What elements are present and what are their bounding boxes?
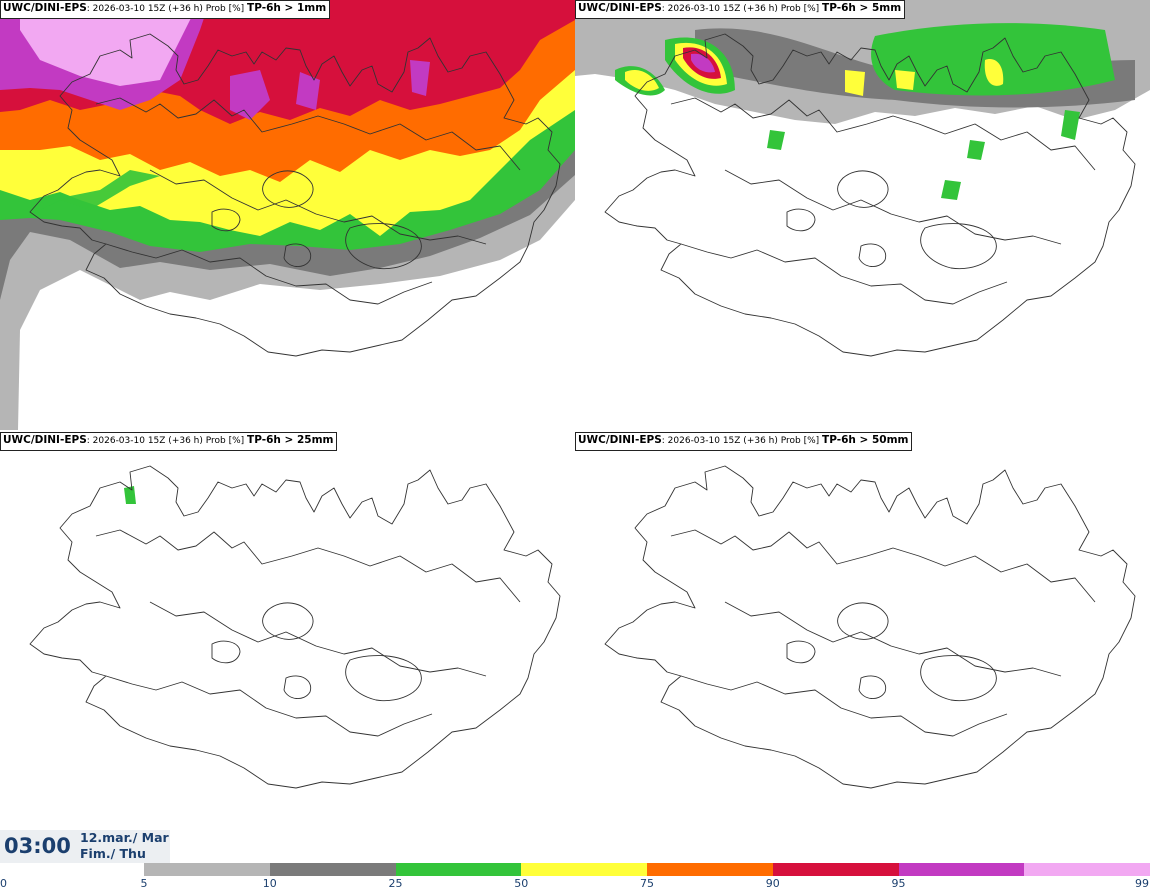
colorbar-segment xyxy=(521,863,647,876)
run-info: : 2026-03-10 15Z (+36 h) Prob [%] xyxy=(661,436,823,446)
map-panel-25mm: UWC/DINI-EPS: 2026-03-10 15Z (+36 h) Pro… xyxy=(0,432,575,862)
probability-map-5mm xyxy=(575,0,1150,430)
probability-map-25mm xyxy=(0,432,575,862)
threshold-label: TP-6h > 50mm xyxy=(822,434,909,446)
threshold-label: TP-6h > 5mm xyxy=(822,2,902,14)
colorbar-segment xyxy=(395,863,522,876)
colorbar-tick-label: 90 xyxy=(765,877,780,890)
panel-title: UWC/DINI-EPS: 2026-03-10 15Z (+36 h) Pro… xyxy=(575,432,913,451)
probability-map-1mm xyxy=(0,0,575,430)
colorbar-segment xyxy=(1024,863,1150,876)
probability-map-50mm xyxy=(575,432,1150,862)
colorbar-tick-label: 50 xyxy=(514,877,529,890)
colorbar-segment xyxy=(772,863,899,876)
colorbar-segment xyxy=(647,863,773,876)
colorbar-tick-label: 99 xyxy=(1135,877,1149,890)
colorbar-tick-label: 0 xyxy=(0,877,7,890)
valid-weekday: Fim./ Thu xyxy=(80,846,146,861)
model-name: UWC/DINI-EPS xyxy=(3,434,87,446)
colorbar-tick-label: 95 xyxy=(891,877,906,890)
valid-time-box: 03:00 12.mar./ Mar Fim./ Thu xyxy=(0,830,170,863)
run-info: : 2026-03-10 15Z (+36 h) Prob [%] xyxy=(86,4,248,14)
threshold-label: TP-6h > 25mm xyxy=(247,434,334,446)
valid-date: 12.mar./ Mar xyxy=(80,830,169,845)
threshold-label: TP-6h > 1mm xyxy=(247,2,327,14)
colorbar-segment xyxy=(898,863,1025,876)
map-panel-5mm: UWC/DINI-EPS: 2026-03-10 15Z (+36 h) Pro… xyxy=(575,0,1150,430)
colorbar-segment xyxy=(144,863,270,876)
colorbar-tick-label: 75 xyxy=(640,877,654,890)
colorbar-tick-label: 10 xyxy=(262,877,277,890)
run-info: : 2026-03-10 15Z (+36 h) Prob [%] xyxy=(661,4,823,14)
colorbar-segment xyxy=(269,863,396,876)
valid-time: 03:00 xyxy=(4,834,71,858)
map-panel-50mm: UWC/DINI-EPS: 2026-03-10 15Z (+36 h) Pro… xyxy=(575,432,1150,862)
map-panel-1mm: UWC/DINI-EPS: 2026-03-10 15Z (+36 h) Pro… xyxy=(0,0,575,430)
model-name: UWC/DINI-EPS xyxy=(3,2,87,14)
model-name: UWC/DINI-EPS xyxy=(578,434,662,446)
model-name: UWC/DINI-EPS xyxy=(578,2,662,14)
panel-title: UWC/DINI-EPS: 2026-03-10 15Z (+36 h) Pro… xyxy=(0,0,331,19)
probability-colorbar xyxy=(144,863,1150,876)
panel-title: UWC/DINI-EPS: 2026-03-10 15Z (+36 h) Pro… xyxy=(575,0,906,19)
panel-title: UWC/DINI-EPS: 2026-03-10 15Z (+36 h) Pro… xyxy=(0,432,338,451)
run-info: : 2026-03-10 15Z (+36 h) Prob [%] xyxy=(86,436,248,446)
colorbar-tick-label: 25 xyxy=(388,877,403,890)
colorbar-tick-label: 5 xyxy=(140,877,148,890)
